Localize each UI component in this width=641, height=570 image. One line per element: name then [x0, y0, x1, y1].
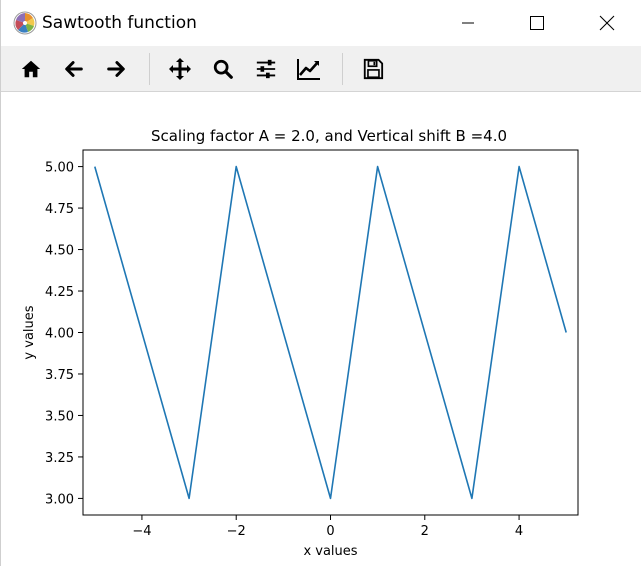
navigation-toolbar	[1, 46, 641, 92]
y-tick-label: 3.00	[45, 492, 74, 507]
maximize-icon	[530, 16, 544, 30]
figure-canvas[interactable]: Scaling factor A = 2.0, and Vertical shi…	[1, 92, 641, 566]
chart-title: Scaling factor A = 2.0, and Vertical shi…	[151, 127, 507, 145]
customize-button[interactable]	[292, 52, 326, 86]
minimize-button[interactable]	[445, 0, 491, 46]
home-button[interactable]	[14, 52, 48, 86]
x-tick-label: 2	[421, 524, 429, 539]
x-axis-label: x values	[303, 544, 357, 559]
y-tick-label: 5.00	[45, 161, 74, 176]
title-bar[interactable]: Sawtooth function	[1, 0, 641, 46]
x-tick-label: −4	[132, 524, 151, 539]
y-tick-label: 3.25	[45, 451, 74, 466]
maximize-button[interactable]	[514, 0, 560, 46]
line-chart-edit-icon	[297, 59, 320, 80]
floppy-disk-icon	[363, 58, 384, 80]
close-button[interactable]	[584, 0, 630, 46]
magnifier-icon	[213, 59, 233, 79]
arrow-left-icon	[65, 61, 83, 77]
arrow-right-icon	[107, 61, 125, 77]
x-tick-label: 4	[515, 524, 523, 539]
line-chart: Scaling factor A = 2.0, and Vertical shi…	[22, 127, 579, 559]
move-arrows-icon	[169, 58, 191, 80]
zoom-button[interactable]	[206, 52, 240, 86]
plot-frame	[82, 149, 579, 516]
y-tick-label: 4.25	[45, 285, 74, 300]
y-axis-label: y values	[22, 305, 37, 359]
window-title: Sawtooth function	[42, 13, 197, 33]
y-tick-label: 4.00	[45, 327, 74, 342]
y-tick-label: 3.75	[45, 368, 74, 383]
pan-button[interactable]	[163, 52, 197, 86]
y-tick-label: 4.50	[45, 244, 74, 259]
axes: −4 −2 0 2 4 3.00 3.25 3.50 3.75 4.00 4.25 4.50 4.75 5…	[45, 161, 523, 539]
x-tick-label: −2	[227, 524, 246, 539]
toolbar-separator	[342, 53, 343, 85]
x-tick-label: 0	[326, 524, 334, 539]
save-button[interactable]	[356, 52, 390, 86]
toolbar-separator	[149, 53, 150, 85]
y-tick-label: 3.50	[45, 409, 74, 424]
series-line	[94, 165, 567, 500]
home-icon	[21, 60, 41, 78]
y-tick-label: 4.75	[45, 202, 74, 217]
forward-button[interactable]	[99, 52, 133, 86]
back-button[interactable]	[57, 52, 91, 86]
minimize-icon	[462, 22, 474, 24]
sliders-icon	[256, 59, 276, 79]
matplotlib-logo-icon	[13, 11, 37, 35]
subplots-button[interactable]	[249, 52, 283, 86]
close-icon	[599, 15, 615, 31]
